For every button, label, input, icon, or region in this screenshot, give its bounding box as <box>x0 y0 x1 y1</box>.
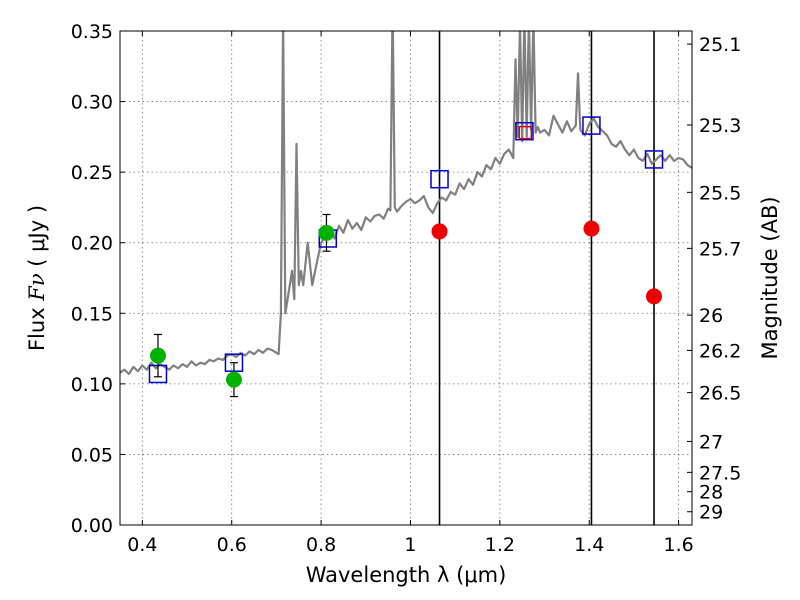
y-tick-label: 0.35 <box>71 21 113 43</box>
x-tick-label: 0.4 <box>127 534 157 556</box>
y-tick-label: 0.00 <box>71 515 113 537</box>
model-square-marker <box>644 150 664 169</box>
model-square-marker <box>515 121 534 141</box>
model-square-marker <box>430 169 449 189</box>
mag-tick-label: 25.5 <box>699 182 741 204</box>
y-tick-label: 0.30 <box>71 92 113 114</box>
y-tick-label: 0.10 <box>71 374 113 396</box>
y-axis-label-unit: ( μJy ) <box>25 205 49 273</box>
mag-tick-label: 28 <box>699 482 723 504</box>
red-data-point <box>583 220 600 237</box>
series-group <box>120 31 692 398</box>
green-data-point <box>318 224 335 241</box>
right-axis-label: Magnitude (AB) <box>758 196 782 359</box>
mag-tick-label: 26 <box>699 305 723 327</box>
x-tick-label: 1.2 <box>485 534 515 556</box>
x-tick-label: 0.8 <box>306 534 336 556</box>
mag-tick-label: 29 <box>699 502 723 524</box>
mag-tick-label: 26.2 <box>699 340 741 362</box>
green-data-point <box>225 371 242 388</box>
model-square-marker <box>582 116 601 135</box>
x-axis-label: Wavelength λ (μm) <box>306 563 507 587</box>
vertical-lines <box>438 31 655 525</box>
mag-tick-label: 27.5 <box>699 462 741 484</box>
mag-tick-label: 26.5 <box>699 383 741 405</box>
x-tick-label: 1.6 <box>663 534 693 556</box>
x-tick-label: 0.6 <box>217 534 247 556</box>
mag-tick-label: 25.3 <box>699 115 741 137</box>
x-tick-label: 1.4 <box>574 534 604 556</box>
y-tick-label: 0.20 <box>71 233 113 255</box>
y-axis-label: Flux Fν ( μJy ) <box>25 205 49 351</box>
plot-frame <box>119 30 693 526</box>
mag-tick-label: 27 <box>699 431 723 453</box>
red-data-point <box>646 288 663 305</box>
data-layer <box>120 31 692 398</box>
green-data-point <box>149 347 166 364</box>
y-tick-label: 0.25 <box>71 162 113 184</box>
grid <box>120 31 692 525</box>
mag-tick-label: 25.7 <box>699 238 741 260</box>
mag-tick-label: 25.1 <box>699 34 741 56</box>
y-tick-label: 0.05 <box>71 444 113 466</box>
y-axis-label-prefix: Flux <box>25 301 49 351</box>
ticks: 0.4 0.6 0.8 1 1.2 1.4 1.6 0.00 0.05 0.10 0.15 0.20 0… <box>71 21 742 556</box>
red-square-marker <box>518 125 533 140</box>
red-data-point <box>431 223 448 240</box>
x-tick-label: 1 <box>404 534 416 556</box>
y-axis-label-symbol: Fν <box>25 273 49 302</box>
y-tick-label: 0.15 <box>71 303 113 325</box>
